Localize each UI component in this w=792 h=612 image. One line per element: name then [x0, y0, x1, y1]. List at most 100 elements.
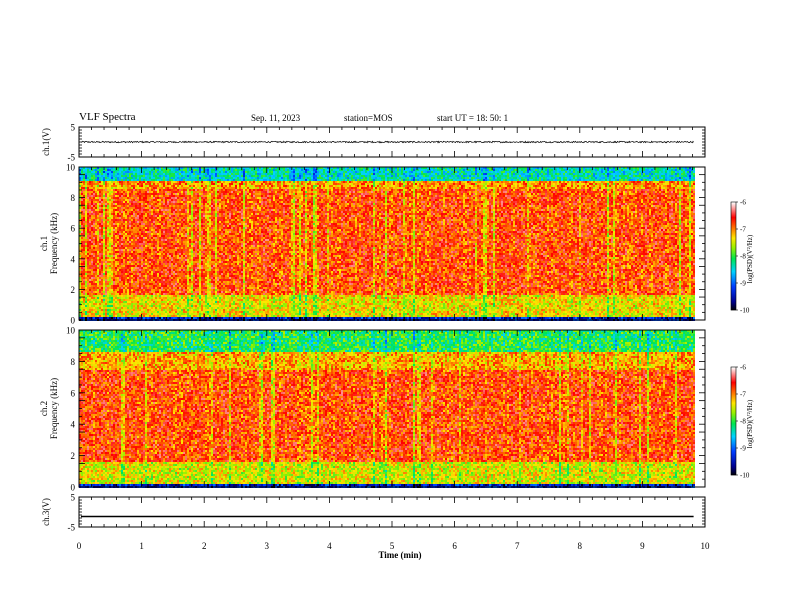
spectrogram-cell	[93, 217, 95, 219]
spectrogram-cell	[95, 245, 97, 247]
spectrogram-cell	[99, 199, 101, 201]
spectrogram-cell	[85, 189, 87, 191]
spectrogram-cell	[95, 243, 97, 245]
spectrogram-cell	[99, 187, 101, 189]
spectrogram-cell	[87, 219, 89, 221]
spectrogram-cell	[91, 259, 93, 261]
spectrogram-cell	[99, 179, 101, 181]
spectrogram-cell	[93, 193, 95, 195]
spectrogram-cell	[89, 203, 91, 205]
spectrogram-cell	[83, 215, 85, 217]
spectrogram-cell	[83, 291, 85, 293]
spectrogram-cell	[97, 233, 99, 235]
spectrogram-cell	[97, 191, 99, 193]
spectrogram-cell	[91, 219, 93, 221]
spectrogram-cell	[81, 183, 83, 185]
spectrogram-cell	[83, 251, 85, 253]
spectrogram-cell	[87, 267, 89, 269]
spectrogram-cell	[99, 249, 101, 251]
spectrogram-cell	[99, 253, 101, 255]
spectrogram-cell	[81, 177, 83, 179]
spectrogram-cell	[87, 263, 89, 265]
spectrogram-cell	[97, 281, 99, 283]
spectrogram-cell	[93, 235, 95, 237]
spectrogram-cell	[97, 207, 99, 209]
spectrogram-cell	[97, 215, 99, 217]
spectrogram-cell	[85, 305, 87, 307]
spectrogram-cell	[95, 237, 97, 239]
y-axis-label: ch.1(V)	[41, 128, 51, 156]
spectrogram-cell	[87, 275, 89, 277]
spectrogram-cell	[87, 179, 89, 181]
spectrogram-cell	[95, 305, 97, 307]
spectrogram-cell	[87, 249, 89, 251]
spectrogram-cell	[99, 229, 101, 231]
spectrogram-cell	[93, 313, 95, 315]
spectrogram-cell	[91, 231, 93, 233]
spectrogram-cell	[91, 263, 93, 265]
spectrogram-cell	[89, 287, 91, 289]
spectrogram-cell	[85, 255, 87, 257]
spectrogram-cell	[91, 255, 93, 257]
spectrogram-cell	[91, 277, 93, 279]
spectrogram-cell	[95, 273, 97, 275]
spectrogram-cell	[99, 243, 101, 245]
spectrogram-cell	[87, 175, 89, 177]
spectrogram-cell	[83, 317, 85, 319]
spectrogram-cell	[81, 225, 83, 227]
spectrogram-cell	[81, 291, 83, 293]
spectrogram-cell	[87, 283, 89, 285]
spectrogram-cell	[95, 193, 97, 195]
spectrogram-cell	[91, 249, 93, 251]
spectrogram-cell	[93, 175, 95, 177]
spectrogram-cell	[99, 315, 101, 317]
spectrogram-cell	[87, 297, 89, 299]
spectrogram-cell	[95, 175, 97, 177]
spectrogram-cell	[85, 175, 87, 177]
spectrogram-cell	[89, 257, 91, 259]
spectrogram-cell	[95, 261, 97, 263]
spectrogram-cell	[83, 183, 85, 185]
spectrogram-cell	[99, 175, 101, 177]
spectrogram-cell	[91, 225, 93, 227]
spectrogram-cell	[99, 215, 101, 217]
spectrogram-cell	[91, 315, 93, 317]
spectrogram-cell	[89, 219, 91, 221]
spectrogram-cell	[91, 211, 93, 213]
spectrogram-cell	[85, 245, 87, 247]
spectrogram-cell	[85, 293, 87, 295]
spectrogram-cell	[89, 255, 91, 257]
spectrogram-cell	[99, 295, 101, 297]
spectrogram-cell	[95, 235, 97, 237]
spectrogram-cell	[97, 273, 99, 275]
spectrogram-cell	[85, 275, 87, 277]
spectrogram-cell	[95, 269, 97, 271]
spectrogram-cell	[81, 267, 83, 269]
spectrogram-cell	[91, 199, 93, 201]
spectrogram-cell	[87, 183, 89, 185]
spectrogram-cell	[99, 269, 101, 271]
spectrogram-cell	[91, 247, 93, 249]
spectrogram-cell	[95, 219, 97, 221]
spectrogram-cell	[87, 273, 89, 275]
spectrogram-cell	[89, 209, 91, 211]
spectrogram-cell	[89, 199, 91, 201]
spectrogram-cell	[91, 183, 93, 185]
spectrogram-cell	[93, 189, 95, 191]
spectrogram-cell	[81, 301, 83, 303]
spectrogram-cell	[83, 199, 85, 201]
spectrogram-cell	[83, 187, 85, 189]
spectrogram-cell	[85, 197, 87, 199]
spectrogram-cell	[99, 181, 101, 183]
spectrogram-cell	[81, 263, 83, 265]
spectrogram-cell	[99, 235, 101, 237]
spectrogram-cell	[89, 295, 91, 297]
spectrogram-cell	[93, 295, 95, 297]
spectrogram-cell	[93, 177, 95, 179]
spectrogram-cell	[81, 245, 83, 247]
spectrogram-cell	[85, 279, 87, 281]
spectrogram-cell	[83, 193, 85, 195]
spectrogram-cell	[89, 259, 91, 261]
spectrogram-cell	[93, 221, 95, 223]
spectrogram-cell	[85, 217, 87, 219]
